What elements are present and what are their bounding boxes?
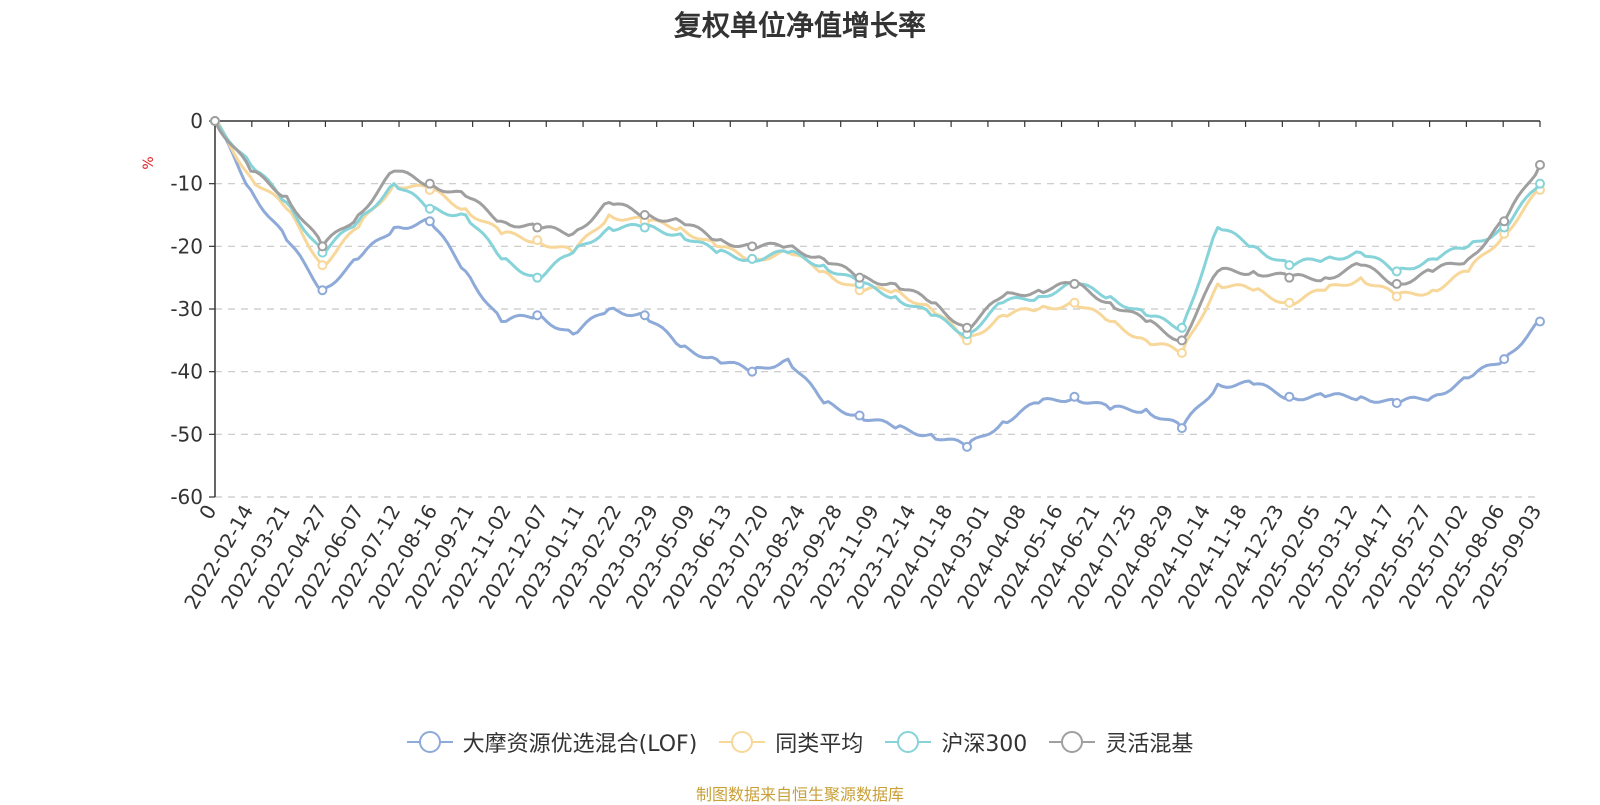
chart-title: 复权单位净值增长率 <box>673 9 926 42</box>
data-point <box>1069 297 1080 308</box>
data-point <box>317 285 328 296</box>
data-point <box>317 260 328 271</box>
data-point <box>962 322 973 333</box>
data-point <box>639 210 650 220</box>
data-point <box>317 241 328 252</box>
data-point <box>532 222 543 233</box>
data-point <box>747 366 758 377</box>
legend-item[interactable]: 灵活混基 <box>1049 726 1193 758</box>
data-point <box>854 272 865 283</box>
data-point <box>1284 260 1295 271</box>
y-tick-label: -40 <box>170 360 203 384</box>
data-point <box>1391 291 1402 302</box>
data-point <box>1176 335 1187 346</box>
data-point <box>1284 272 1295 283</box>
y-tick-label: -30 <box>170 297 203 321</box>
legend-item[interactable]: 大摩资源优选混合(LOF) <box>406 726 698 758</box>
y-tick-label: -20 <box>170 234 203 258</box>
data-point <box>210 116 220 126</box>
legend-label: 灵活混基 <box>1105 732 1194 757</box>
legend-item[interactable]: 沪深300 <box>885 726 1027 758</box>
data-point <box>1391 278 1402 289</box>
y-tick-label: -60 <box>170 485 203 509</box>
data-point <box>1069 278 1080 289</box>
source-note: 制图数据来自恒生聚源数据库 <box>695 785 904 804</box>
data-point <box>962 441 973 452</box>
data-point <box>1499 354 1510 365</box>
data-point <box>1069 391 1080 402</box>
series-lines <box>210 116 1545 452</box>
data-point <box>532 310 543 321</box>
data-point <box>1535 159 1545 170</box>
legend-swatch-icon <box>885 731 932 753</box>
data-point <box>532 272 543 283</box>
data-point <box>1535 316 1545 327</box>
data-point <box>1284 391 1295 402</box>
y-tick-label: 0 <box>190 109 203 133</box>
data-point <box>1176 423 1187 434</box>
series-line <box>213 120 1542 337</box>
data-point <box>1176 347 1187 358</box>
data-point <box>1176 322 1187 333</box>
legend-label: 大摩资源优选混合(LOF) <box>462 732 698 757</box>
data-point <box>747 253 758 264</box>
y-tick-label: -10 <box>170 172 203 196</box>
data-point <box>1391 398 1402 408</box>
grid-lines <box>215 183 1540 498</box>
series-line <box>214 119 1541 355</box>
series-line <box>213 120 1542 342</box>
data-point <box>639 310 650 321</box>
data-point <box>532 235 543 246</box>
data-point <box>424 216 435 227</box>
data-point <box>639 222 650 233</box>
data-point <box>1391 266 1402 277</box>
data-point <box>1284 297 1295 308</box>
y-axis-unit-label: % <box>141 156 157 169</box>
series-line <box>213 120 1541 449</box>
data-point <box>424 178 435 189</box>
data-point <box>747 241 758 252</box>
legend-swatch-icon <box>719 731 766 753</box>
legend-label: 同类平均 <box>775 732 864 757</box>
legend-swatch-icon <box>406 731 453 753</box>
legend: 大摩资源优选混合(LOF) 同类平均 沪深300 灵活混基 <box>0 726 1600 758</box>
legend-label: 沪深300 <box>941 732 1028 757</box>
legend-swatch-icon <box>1049 731 1096 753</box>
data-point <box>424 203 435 214</box>
data-point <box>854 410 865 421</box>
legend-item[interactable]: 同类平均 <box>719 726 863 758</box>
data-point <box>1499 216 1510 227</box>
axes: 0-10-20-30-40-50-6002022-02-142022-03-21… <box>170 109 1546 613</box>
x-tick-label: 0 <box>194 501 221 524</box>
data-point <box>1535 178 1545 189</box>
y-tick-label: -50 <box>170 422 203 446</box>
